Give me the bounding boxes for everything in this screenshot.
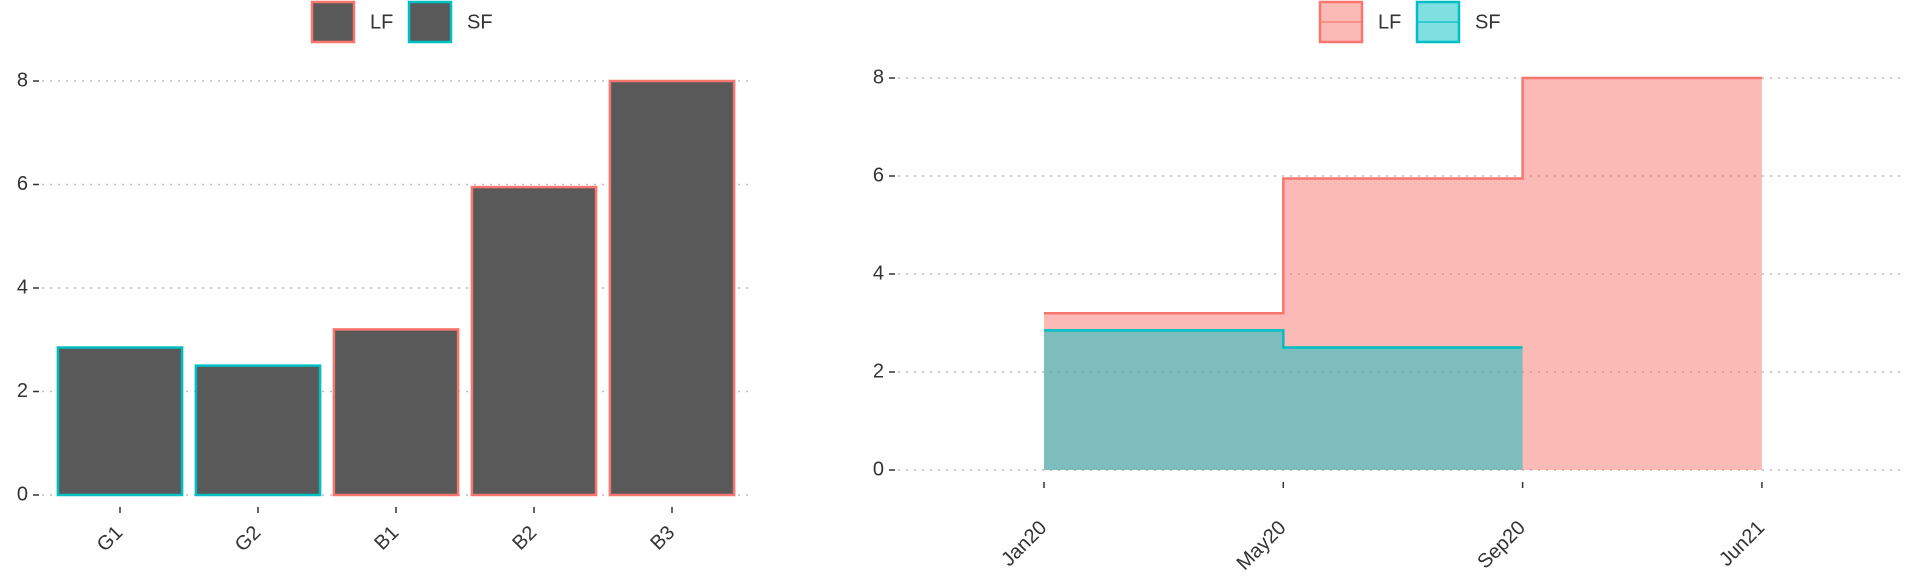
y-tick-label: 6	[873, 164, 884, 186]
y-tick-label: 6	[17, 173, 28, 195]
y-tick-label: 8	[873, 66, 884, 88]
y-tick-label: 4	[873, 262, 884, 284]
step-line	[1044, 76, 1762, 315]
step-line	[1044, 329, 1523, 349]
x-tick-label: Sep20	[1473, 517, 1529, 573]
x-tick-label: Jan20	[997, 517, 1051, 571]
bar	[470, 185, 598, 497]
x-tick-label: G1	[93, 522, 127, 556]
y-tick-label: 2	[17, 380, 28, 402]
legend-label: SF	[1475, 11, 1501, 33]
bar	[194, 364, 322, 497]
bar	[56, 346, 184, 497]
x-tick-label: B3	[646, 522, 679, 555]
legend-swatch	[407, 0, 453, 44]
bar	[332, 328, 460, 497]
y-tick-label: 8	[17, 69, 28, 91]
y-tick-label: 0	[17, 483, 28, 505]
x-tick-label: Jun21	[1715, 517, 1769, 571]
y-tick-label: 0	[873, 458, 884, 480]
legend-label: SF	[467, 11, 493, 33]
area	[1044, 330, 1523, 470]
bar	[608, 79, 736, 497]
legend-label: LF	[370, 11, 393, 33]
y-tick-label: 4	[17, 276, 28, 298]
x-tick-label: May20	[1233, 517, 1291, 575]
x-tick-label: G2	[231, 522, 265, 556]
legend-swatch	[310, 0, 356, 44]
y-tick-label: 2	[873, 360, 884, 382]
legend-label: LF	[1378, 11, 1401, 33]
x-tick-label: B1	[370, 522, 403, 555]
x-tick-label: B2	[508, 522, 541, 555]
